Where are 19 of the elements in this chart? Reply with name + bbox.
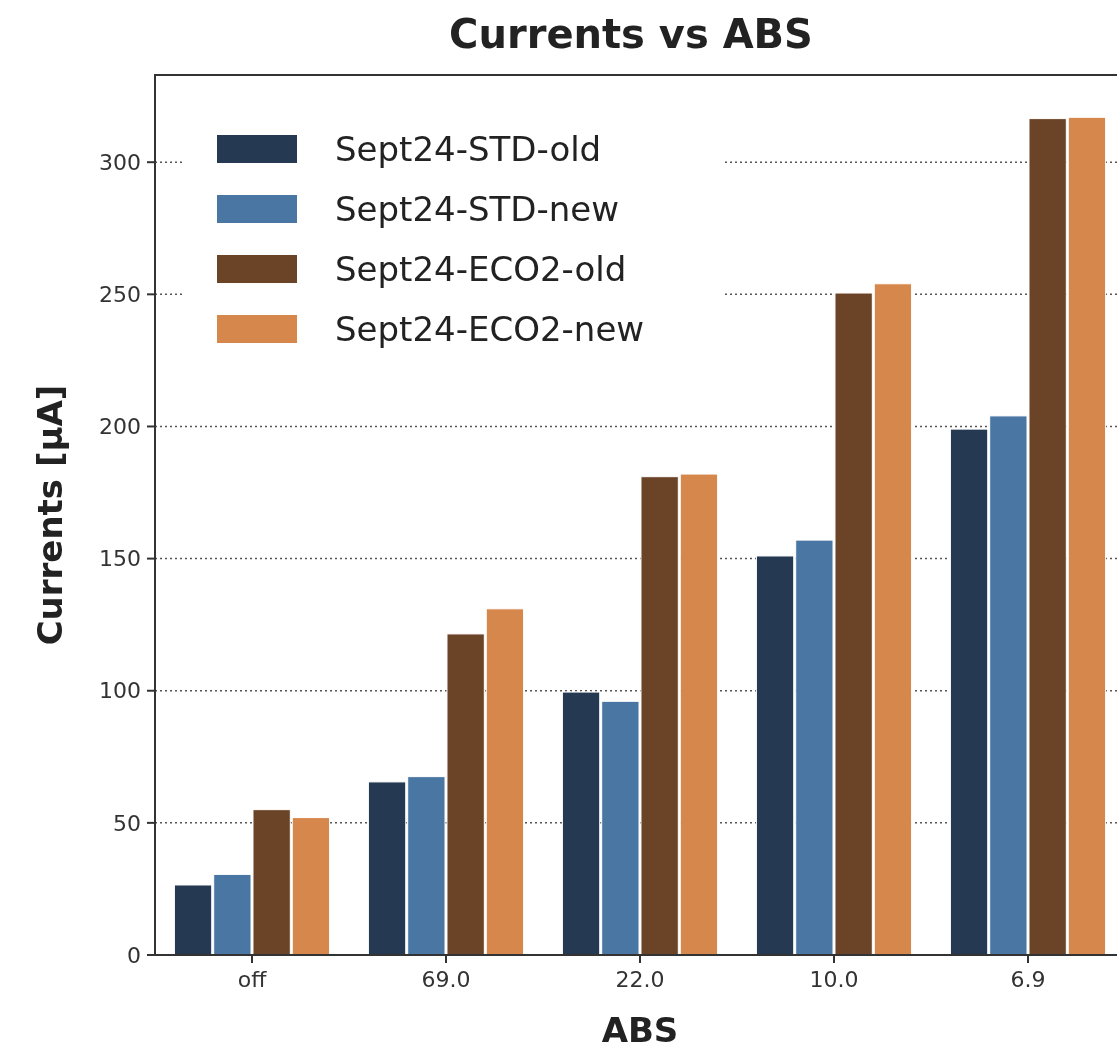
x-tick-label: off (237, 967, 268, 992)
x-tick-label: 22.0 (615, 967, 665, 992)
x-axis-title: ABS (601, 1010, 679, 1049)
x-tick-label: 69.0 (421, 967, 471, 992)
legend-label: Sept24-ECO2-old (335, 248, 627, 289)
y-axis-title: Currents [μA] (30, 384, 70, 646)
y-tick-label: 0 (127, 942, 141, 968)
y-tick-label: 150 (99, 546, 141, 572)
legend-label: Sept24-STD-old (335, 128, 602, 169)
y-tick-label: 300 (99, 149, 141, 175)
x-tick-label: 6.9 (1010, 967, 1046, 992)
y-tick-label: 250 (99, 282, 141, 308)
legend-label: Sept24-STD-new (335, 188, 620, 229)
x-tick-label: 10.0 (809, 967, 859, 992)
y-tick-label: 200 (99, 414, 141, 440)
legend-label: Sept24-ECO2-new (335, 308, 645, 349)
y-tick-label: 50 (113, 810, 141, 836)
y-tick-label: 100 (99, 678, 141, 704)
chart-title: Currents vs ABS (449, 11, 813, 57)
